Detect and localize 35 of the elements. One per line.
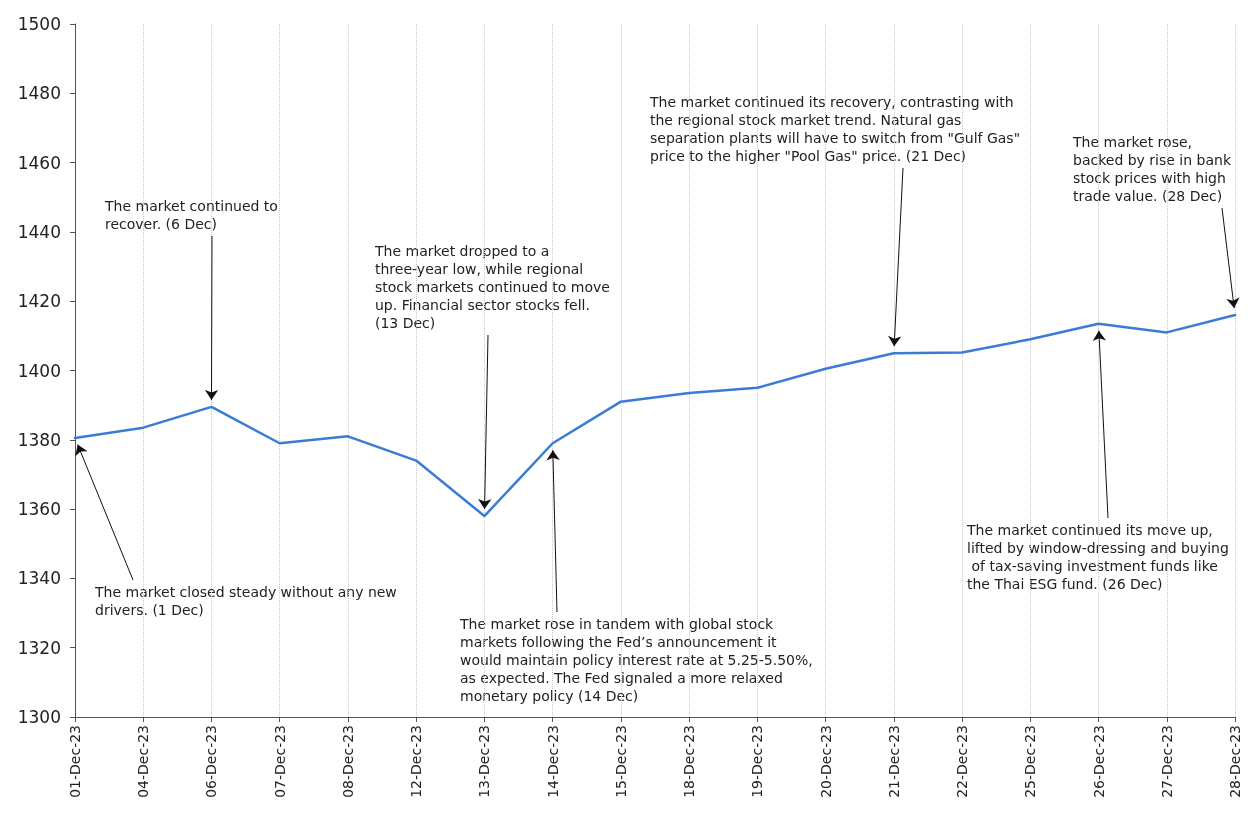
x-tick-label: 21-Dec-23	[885, 725, 902, 798]
y-tick-label: 1480	[17, 83, 61, 104]
y-tick-label: 1400	[17, 360, 61, 381]
x-tick-label: 27-Dec-23	[1158, 725, 1175, 798]
x-tick-label: 06-Dec-23	[203, 725, 220, 798]
x-tick-label: 19-Dec-23	[749, 725, 766, 798]
x-tick-label: 20-Dec-23	[817, 725, 834, 798]
y-tick-label: 1340	[17, 568, 61, 589]
annotation: The market dropped to a three-year low, while regional stock markets continued to move up. Financial sector stocks fell. (13 Dec)	[374, 243, 615, 331]
y-tick-label: 1360	[17, 499, 61, 520]
y-tick-label: 1460	[17, 152, 61, 173]
x-tick-label: 15-Dec-23	[612, 725, 629, 798]
y-tick-label: 1300	[17, 707, 61, 727]
x-tick-label: 18-Dec-23	[681, 725, 698, 798]
x-tick-label: 13-Dec-23	[476, 725, 493, 798]
x-tick-label: 12-Dec-23	[408, 725, 425, 798]
annotation: The market continued its recovery, contrasting with the regional stock market trend. Natural gas separation plants will have to switch from "Gulf Gas" price to the higher "Pool Gas" price. (21 Dec)	[649, 94, 1025, 164]
x-tick-label: 08-Dec-23	[339, 725, 356, 798]
x-tick-label: 22-Dec-23	[954, 725, 971, 798]
x-tick-label: 25-Dec-23	[1022, 725, 1039, 798]
x-tick-label: 26-Dec-23	[1090, 725, 1107, 798]
annotation: The market rose in tandem with global stock markets following the Fed’s announcement it would maintain policy interest rate at 5.25-5.50%, as expected. The Fed signaled a more relaxed monetary policy (14 Dec)	[459, 616, 818, 704]
x-tick-label: 28-Dec-23	[1227, 725, 1243, 798]
x-tick-label: 07-Dec-23	[271, 725, 288, 798]
annotation: The market continued to recover. (6 Dec)	[104, 198, 283, 232]
y-tick-label: 1500	[17, 14, 61, 34]
y-tick-label: 1420	[17, 291, 61, 312]
line-series	[73, 313, 1237, 518]
x-tick-label: 01-Dec-23	[67, 725, 83, 798]
y-tick-label: 1320	[17, 637, 61, 658]
y-tick-label: 1440	[17, 221, 61, 242]
annotation: The market rose, backed by rise in bank stock prices with high trade value. (28 Dec)	[1072, 134, 1236, 204]
x-tick-label: 04-Dec-23	[135, 725, 152, 798]
y-tick-label: 1380	[17, 429, 61, 450]
x-tick-label: 14-Dec-23	[544, 725, 561, 798]
